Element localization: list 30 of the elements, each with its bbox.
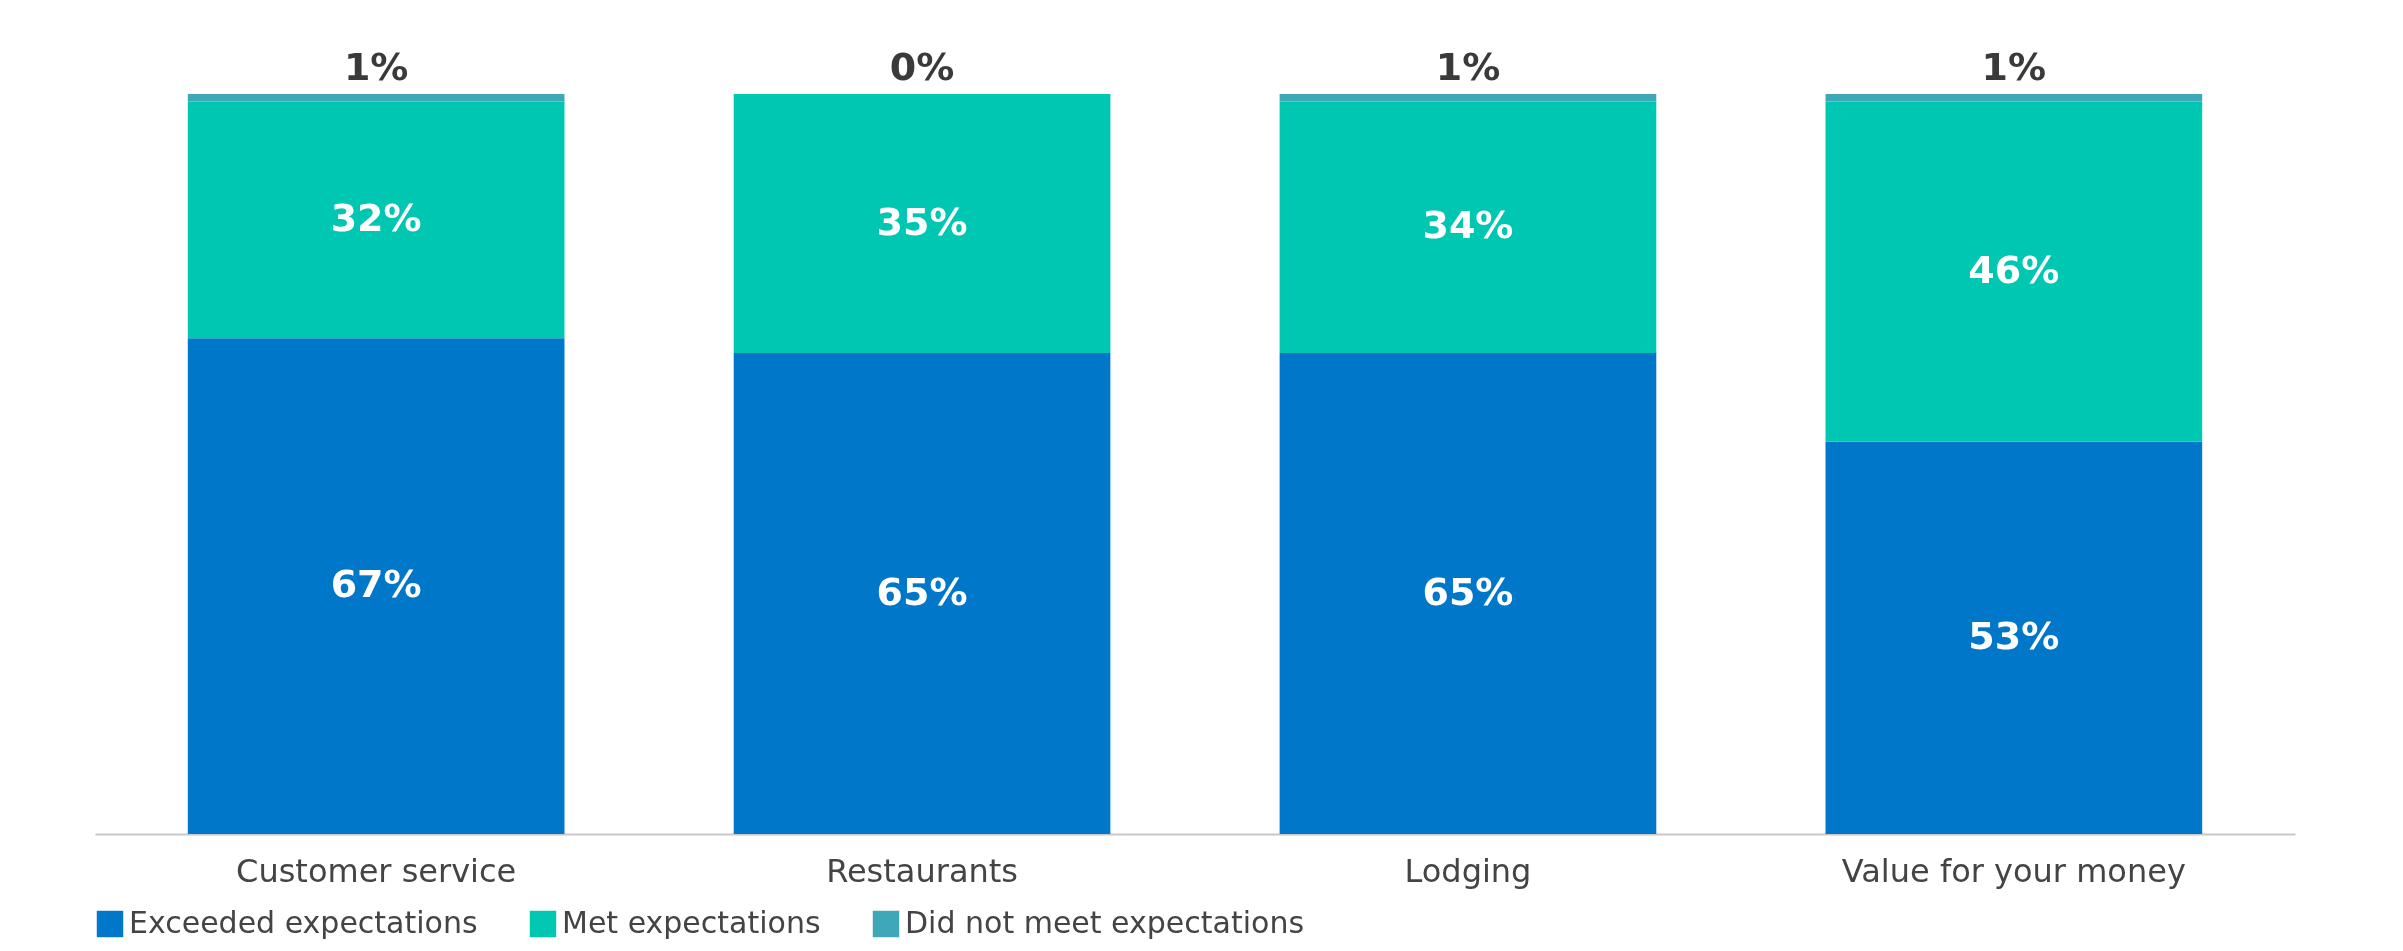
x-tick-label: Value for your money (1841, 851, 2186, 890)
data-label: 67% (330, 562, 422, 607)
data-label: 46% (1968, 247, 2060, 292)
data-label: 34% (1422, 203, 1514, 248)
data-label: 65% (1422, 569, 1514, 614)
data-label: 0% (889, 45, 955, 89)
legend-label: Met expectations (562, 905, 821, 940)
bar (1279, 94, 1657, 102)
data-label: 53% (1968, 613, 2060, 658)
x-tick-label: Customer service (236, 851, 517, 890)
data-label: 1% (1435, 45, 1501, 89)
data-label: 1% (343, 45, 409, 89)
legend-label: Exceeded expectations (129, 905, 478, 940)
bar (1279, 353, 1657, 834)
bar (187, 338, 565, 834)
bar (733, 94, 1111, 353)
x-tick-label: Lodging (1404, 851, 1532, 890)
data-label: 1% (1981, 45, 2047, 89)
data-label: 65% (876, 569, 968, 614)
data-label: 32% (330, 195, 422, 240)
legend-label: Did not meet expectations (905, 905, 1305, 940)
x-tick-label: Restaurants (826, 851, 1018, 890)
bar (733, 353, 1111, 834)
bar (1825, 94, 2203, 102)
bar (1825, 101, 2203, 442)
data-label: 35% (876, 199, 968, 244)
bar (1279, 101, 1657, 353)
bar (187, 94, 565, 102)
bar (1825, 441, 2203, 834)
bar (187, 101, 565, 339)
